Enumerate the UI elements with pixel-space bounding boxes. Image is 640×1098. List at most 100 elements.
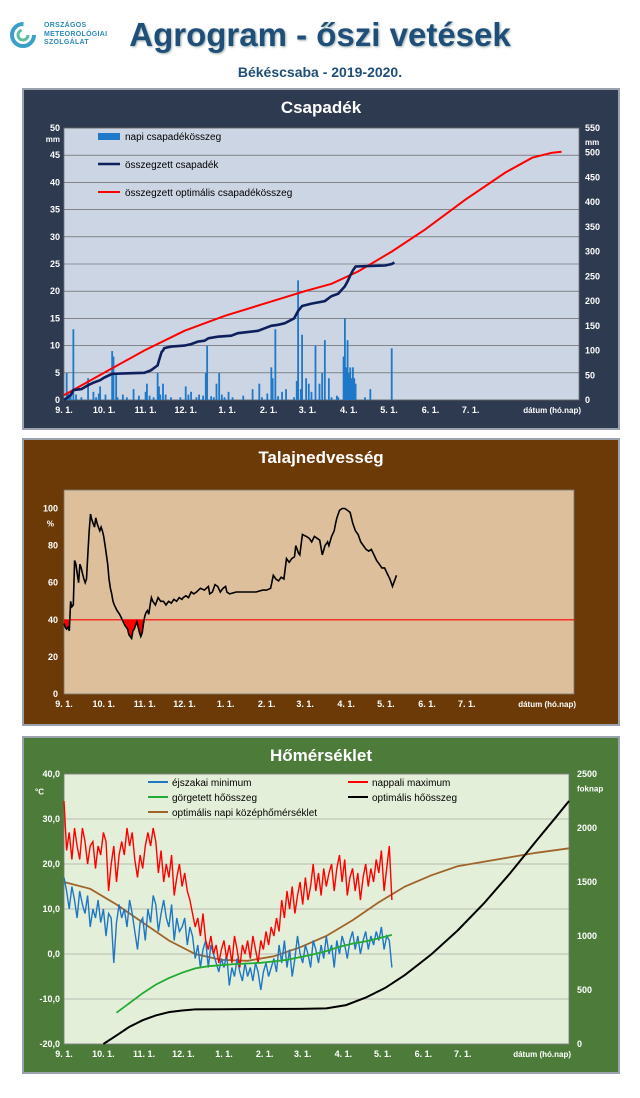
logo-line-2: METEOROLÓGIAI [44,30,108,38]
y2-tick-label: 0 [577,1039,582,1049]
daily-precip-bar [72,329,75,400]
daily-precip-bar [323,340,326,400]
daily-precip-bar [345,367,348,400]
plot-area [63,489,575,695]
y2-tick-label: 2500 [577,769,597,779]
y2-tick-label: 1000 [577,931,597,941]
daily-precip-bar [104,394,107,400]
y-unit-label: °C [35,787,44,796]
rolling-heat-sum-line [115,934,393,1014]
x-tick-label: 1. 1. [215,1049,233,1059]
daily-precip-bar [349,367,352,400]
y-tick-label: 15 [50,313,60,323]
y2-tick-label: 500 [577,985,592,995]
y-tick-label: 40 [48,615,58,625]
y-tick-label: 50 [50,123,60,133]
x-tick-label: 10. 1. [92,1049,115,1059]
legend-label: görgetett hőösszeg [172,793,257,804]
daily-precip-bar [198,394,201,400]
daily-precip-bar [223,397,226,400]
daily-precip-bar [327,378,330,400]
daily-precip-bar [321,372,324,400]
y-tick-label: 100 [43,504,58,514]
daily-precip-bar [285,389,287,400]
x-tick-label: 6. 1. [415,1049,433,1059]
daily-precip-bar [95,397,98,400]
daily-precip-bar [354,383,357,400]
daily-precip-bar [346,340,349,400]
daily-precip-bar [158,386,160,400]
x-tick-label: 2. 1. [258,699,276,709]
daily-precip-bar [187,394,190,400]
y-tick-label: 20 [50,286,60,296]
x-tick-label: 5. 1. [377,699,395,709]
y2-unit-label: mm [585,138,599,147]
daily-precip-bar [218,372,221,400]
chart-title: Talajnedvesség [258,448,383,467]
daily-precip-bar [271,378,274,400]
daily-precip-bar [65,372,68,400]
daily-precip-bar [116,397,119,400]
daily-precip-bar [314,345,317,400]
daily-precip-bar [261,397,263,400]
x-tick-label: 12. 1. [173,699,196,709]
y2-tick-label: 0 [585,395,590,405]
omsz-logo-icon [10,22,36,48]
daily-precip-bar [202,395,205,400]
daily-precip-bar [215,383,218,400]
y2-tick-label: 400 [585,197,600,207]
daily-precip-bar [277,396,279,400]
daily-precip-bar [99,386,102,400]
daily-precip-bar [293,397,295,400]
x-tick-label: 3. 1. [299,405,317,415]
daily-precip-bar [148,395,151,400]
x-tick-label: 9. 1. [55,405,73,415]
soil-moisture-line [63,507,398,641]
legend-label: optimális napi középhőmérséklet [172,808,317,819]
daily-precip-bar [152,397,155,400]
y-tick-label: -20,0 [39,1039,60,1049]
y-unit-label: % [47,519,54,528]
x-tick-label: 6. 1. [422,405,440,415]
daily-precip-bar [206,345,209,400]
daily-precip-bar [179,397,182,400]
x-tick-label: 2. 1. [256,1049,274,1059]
legend-label: napi csapadékösszeg [125,132,221,143]
daily-precip-bar [138,395,140,400]
daily-precip-bar [195,397,198,400]
daily-precip-bar [353,378,356,400]
legend-label: összegzett csapadék [125,160,219,171]
daily-precip-bar [87,378,89,400]
x-tick-label: 2. 1. [260,405,278,415]
omsz-logo: ORSZÁGOS METEOROLÓGIAI SZOLGÁLAT [8,20,128,60]
y2-tick-label: 2000 [577,823,597,833]
daily-precip-bar [307,383,310,400]
omsz-logo-text: ORSZÁGOS METEOROLÓGIAI SZOLGÁLAT [44,22,107,48]
x-tick-label: 6. 1. [418,699,436,709]
legend-label: optimális hőösszeg [372,793,457,804]
daily-precip-bar [364,397,366,400]
x-tick-label: 11. 1. [134,699,156,709]
x-tick-label: 3. 1. [296,699,314,709]
daily-precip-bar [352,367,354,400]
soil-moisture-chart: Talajnedvesség 9. 1. 10. 1. 11. 1. 12. 1. 1. … [22,438,620,726]
temperature-chart: Hőmérséklet 9. 1. 10. 1. 11. 1. 12. 1. 1. 1. 2… [22,736,620,1074]
daily-precip-bar [125,397,128,400]
daily-precip-bar [258,383,261,400]
daily-precip-bar [144,391,147,400]
x-axis-unit-label: dátum (hó.nap) [523,406,581,415]
x-tick-label: 10. 1. [92,699,115,709]
y-tick-label: 0 [53,689,58,699]
daily-precip-bar [295,380,298,400]
x-tick-label: 7. 1. [462,405,480,415]
optimal-heat-sum-line [102,800,570,1045]
y2-tick-label: 1500 [577,877,597,887]
x-tick-label: 12. 1. [174,405,197,415]
optimal-cumulative-precip-line [63,150,562,396]
y-tick-label: 10,0 [42,904,60,914]
daily-precip-bar [281,391,283,400]
x-tick-label: 9. 1. [55,699,73,709]
daily-precip-bar [184,386,187,400]
daily-precip-bar [350,378,353,400]
y2-tick-label: 350 [585,222,600,232]
